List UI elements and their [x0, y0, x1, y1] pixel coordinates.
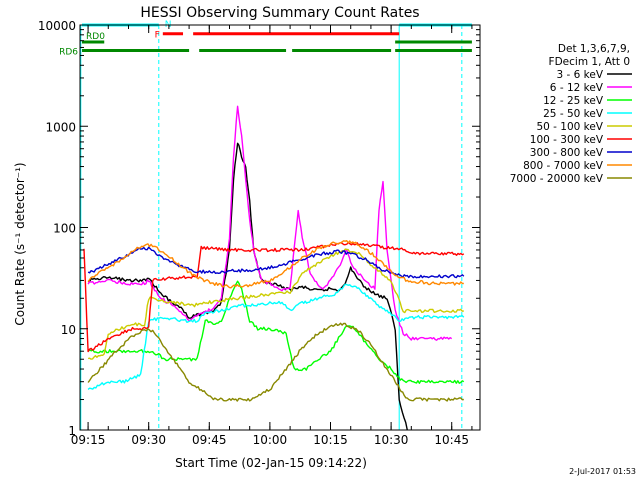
x-tick-label-3: 09:45 — [192, 433, 227, 447]
timestamp: 2-Jul-2017 01:53 — [569, 467, 636, 476]
legend-label-8: 800 - 7000 keV — [523, 160, 604, 172]
legend-label-4: 25 - 50 keV — [543, 108, 604, 120]
legend-header-2: FDecim 1, Att 0 — [549, 56, 630, 68]
flag-label-rd0: RD0 — [86, 32, 105, 42]
x-tick-label-1: 09:15 — [71, 433, 106, 447]
x-tick-label-7: 10:45 — [434, 433, 469, 447]
y-tick-label-2: 10 — [61, 323, 76, 337]
legend: Det 1,3,6,7,9, FDecim 1, Att 0 3 - 6 keV… — [510, 43, 632, 185]
legend-label-2: 6 - 12 keV — [550, 82, 604, 94]
series-lines — [83, 105, 465, 431]
x-tick-label-2: 09:30 — [131, 433, 166, 447]
x-tick-label-6: 10:30 — [374, 433, 409, 447]
series-line-4 — [87, 283, 465, 390]
series-line-8 — [87, 239, 464, 289]
axes: 09:15 09:30 09:45 10:00 10:15 10:30 10:45 1 10 10… — [38, 19, 481, 447]
series-line-6 — [83, 241, 465, 353]
x-tick-label-4: 10:00 — [253, 433, 288, 447]
legend-label-1: 3 - 6 keV — [556, 69, 603, 81]
series-line-2 — [87, 105, 453, 341]
chart-title: HESSI Observing Summary Count Rates — [140, 5, 419, 21]
y-axis-label: Count Rate (s⁻¹ detector⁻¹) — [13, 162, 27, 325]
y-tick-label-5: 10000 — [38, 19, 76, 33]
legend-label-9: 7000 - 20000 keV — [510, 173, 604, 185]
legend-label-3: 12 - 25 keV — [543, 95, 604, 107]
series-line-9 — [87, 322, 464, 402]
legend-label-7: 300 - 800 keV — [530, 147, 604, 159]
x-tick-label-5: 10:15 — [313, 433, 348, 447]
y-tick-label-3: 100 — [53, 222, 76, 236]
flag-label-rd6: RD6 — [59, 47, 78, 57]
x-axis-label: Start Time (02-Jan-15 09:14:22) — [175, 456, 367, 470]
y-tick-label-4: 1000 — [45, 120, 76, 134]
legend-label-6: 100 - 300 keV — [530, 134, 604, 146]
series-line-3 — [87, 280, 465, 384]
series-line-1 — [87, 142, 408, 431]
flag-label-f: F — [155, 31, 160, 41]
series-line-5 — [87, 248, 464, 360]
legend-label-5: 50 - 100 keV — [536, 121, 603, 133]
legend-header-1: Det 1,3,6,7,9, — [558, 43, 630, 55]
series-line-7 — [87, 246, 465, 279]
y-tick-label-1: 1 — [68, 424, 76, 438]
